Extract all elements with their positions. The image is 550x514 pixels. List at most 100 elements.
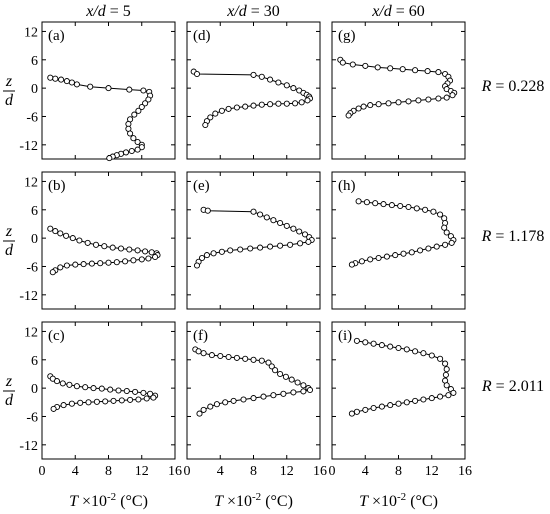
y-axis-label: zd (3, 223, 15, 259)
data-point (227, 247, 234, 254)
row-label: R = 1.178 (481, 228, 545, 245)
data-point (49, 269, 56, 276)
data-point (290, 389, 297, 396)
data-point (66, 381, 73, 388)
series-line (351, 340, 455, 415)
data-point (267, 243, 274, 250)
data-point (145, 96, 152, 103)
panel-label: (i) (338, 328, 352, 344)
data-point (115, 387, 122, 394)
data-point (105, 85, 112, 92)
data-point (449, 92, 456, 99)
data-point (203, 252, 210, 259)
panel-label: (e) (193, 178, 210, 194)
data-point (213, 401, 220, 408)
data-point (126, 246, 133, 253)
data-point (257, 211, 264, 218)
data-point (415, 97, 422, 104)
x-tick-label: 4 (72, 464, 79, 479)
data-point (250, 208, 257, 215)
data-point (202, 121, 209, 129)
data-point (283, 82, 290, 89)
data-point (420, 396, 427, 403)
data-point (358, 258, 365, 265)
panel: (h) (331, 171, 466, 310)
data-point (442, 360, 449, 367)
data-point (147, 390, 154, 397)
data-point (117, 245, 125, 252)
data-point (122, 149, 130, 156)
data-point (122, 258, 129, 265)
data-point (395, 99, 402, 106)
data-point (378, 403, 385, 410)
x-tick-label: 0 (184, 464, 191, 479)
y-tick-label: -6 (26, 110, 38, 125)
data-point (375, 254, 382, 262)
svg-text:z: z (5, 73, 13, 90)
data-point (85, 399, 92, 406)
data-point (123, 387, 130, 395)
data-point (58, 76, 65, 83)
data-point (60, 402, 67, 409)
data-point (437, 393, 444, 400)
panel: 0 4 8 12 16 (f) (184, 321, 327, 479)
data-point (240, 396, 247, 403)
data-point (207, 403, 214, 410)
data-point (134, 247, 141, 254)
data-point (77, 399, 84, 406)
data-point (63, 78, 70, 85)
y-tick-label: -6 (26, 260, 38, 275)
data-point (88, 260, 95, 267)
data-point (204, 207, 211, 214)
data-point (57, 230, 64, 237)
data-point (237, 246, 244, 253)
data-point (277, 242, 284, 249)
data-point (76, 237, 83, 244)
data-point (443, 94, 450, 101)
svg-text:z: z (5, 223, 13, 240)
data-point (287, 241, 294, 248)
data-point (247, 245, 254, 252)
data-point (388, 202, 395, 209)
data-point (130, 135, 137, 142)
data-point (345, 112, 352, 119)
data-point (208, 352, 215, 359)
data-point (109, 244, 116, 251)
data-point (430, 208, 437, 215)
data-point (275, 79, 282, 86)
data-point (257, 244, 264, 251)
data-point (140, 389, 147, 396)
data-point (387, 65, 394, 72)
y-tick-label: 6 (31, 204, 38, 219)
data-point (355, 105, 362, 112)
data-point (210, 250, 217, 257)
data-point (193, 70, 201, 78)
data-point (380, 201, 387, 208)
panel: (d) (186, 21, 321, 160)
data-point (195, 348, 202, 355)
data-point (107, 386, 114, 393)
data-point (105, 259, 112, 266)
data-point (134, 146, 141, 153)
data-point (442, 241, 449, 248)
data-point (301, 231, 309, 238)
data-point (362, 406, 369, 413)
y-tick-label: 0 (31, 82, 38, 97)
data-point (73, 383, 80, 390)
data-point (280, 390, 287, 397)
x-axis-label: T ×10-2 (°C) (69, 491, 148, 510)
data-point (53, 378, 61, 385)
data-point (395, 344, 402, 352)
data-point (110, 397, 117, 404)
data-point (97, 260, 104, 267)
data-point (370, 404, 377, 412)
series-line (196, 209, 313, 266)
x-tick-label: 8 (395, 464, 402, 479)
data-point (152, 253, 159, 261)
data-point (296, 228, 303, 235)
data-point (207, 114, 214, 121)
data-point (200, 406, 207, 413)
y-axis-label: zd (3, 73, 15, 109)
data-point (367, 256, 374, 263)
data-point (242, 103, 249, 110)
